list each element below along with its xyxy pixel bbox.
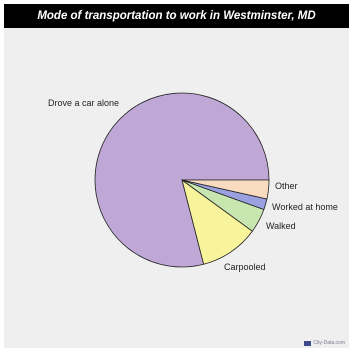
watermark-text: City-Data.com [313, 340, 345, 346]
watermark: City-Data.com [304, 340, 345, 346]
pie-label-other: Other [275, 181, 298, 191]
chart-frame: Mode of transportation to work in Westmi… [4, 4, 349, 348]
pie-label-worked-at-home: Worked at home [272, 202, 338, 212]
city-data-logo-icon [304, 341, 311, 346]
pie-label-walked: Walked [266, 221, 296, 231]
pie-chart: Drove a car alone Carpooled Walked Worked a… [4, 4, 349, 348]
pie-label-carpooled: Carpooled [224, 262, 266, 272]
pie-label-drove-alone: Drove a car alone [48, 98, 119, 108]
